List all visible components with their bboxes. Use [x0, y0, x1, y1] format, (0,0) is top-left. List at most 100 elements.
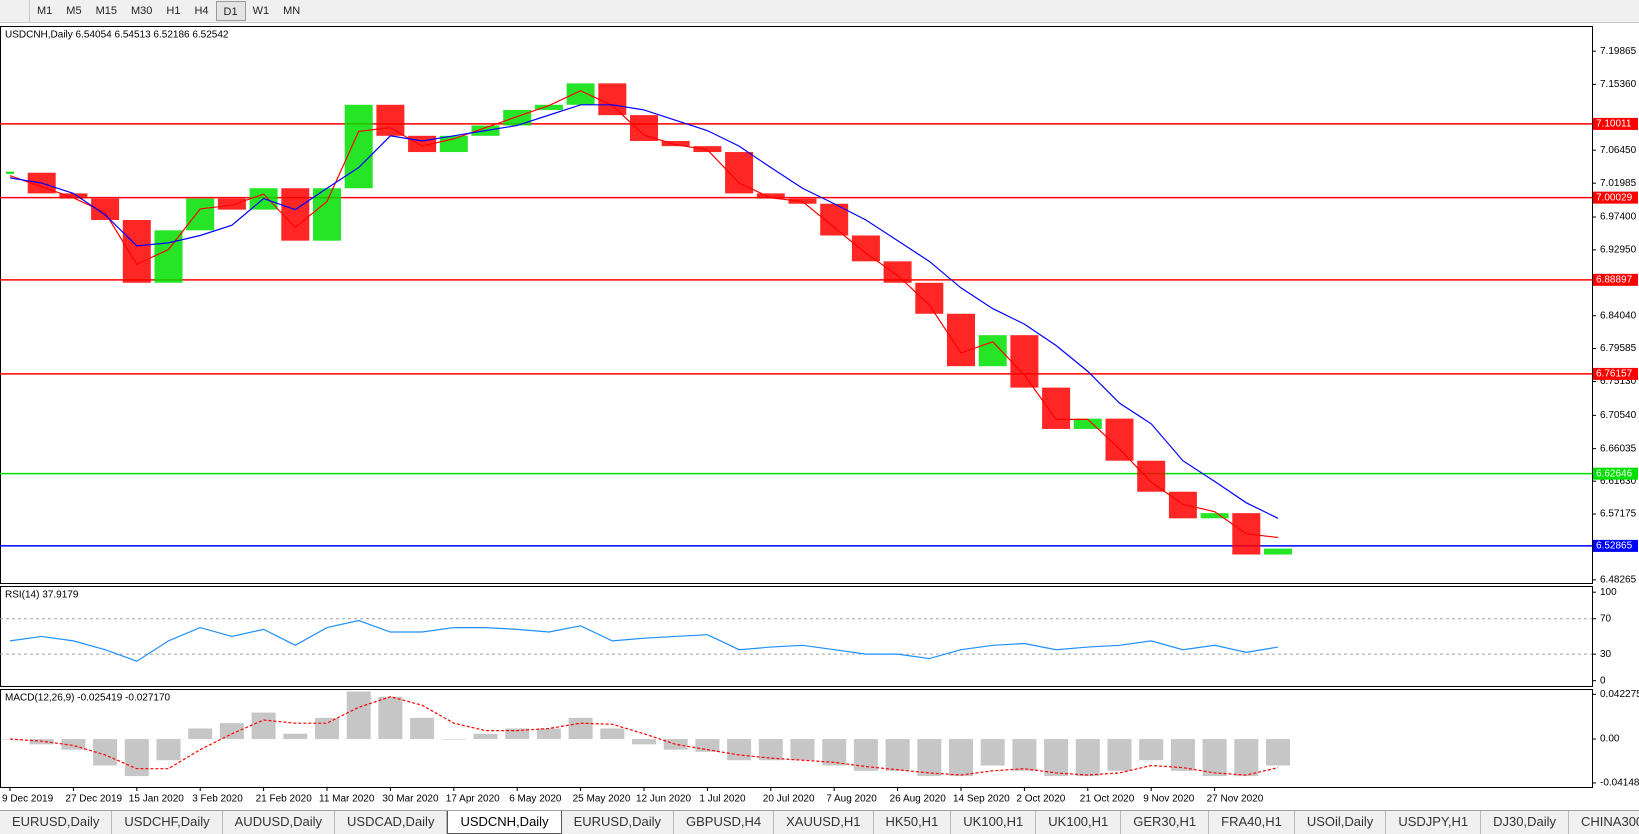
- macd-bar: [663, 739, 688, 750]
- price-level-label: 6.52865: [1596, 541, 1633, 552]
- y-tick-label: 0: [1600, 675, 1606, 686]
- chart-tab[interactable]: USOil,Daily: [1295, 811, 1387, 834]
- candle: [630, 115, 658, 141]
- candle: [1168, 491, 1197, 519]
- x-tick-label: 21 Feb 2020: [256, 794, 313, 805]
- y-tick-label: 6.66035: [1600, 443, 1637, 454]
- chart-tab[interactable]: XAUUSD,H1: [774, 811, 874, 834]
- x-tick-label: 6 May 2020: [509, 794, 562, 805]
- price-level-label: 6.88897: [1596, 274, 1633, 285]
- chart-tab[interactable]: HK50,H1: [874, 811, 952, 834]
- timeframe-button[interactable]: H1: [166, 5, 181, 17]
- rsi-line: [9, 619, 1279, 662]
- macd-bar: [219, 723, 244, 740]
- x-tick-label: 15 Jan 2020: [129, 794, 184, 805]
- macd-bar: [378, 696, 403, 740]
- timeframe-button[interactable]: MN: [283, 5, 301, 17]
- macd-bar: [156, 739, 181, 761]
- chart-tab[interactable]: AUDUSD,Daily: [223, 811, 336, 834]
- timeframe-button[interactable]: W1: [252, 5, 270, 17]
- macd-bar: [61, 739, 86, 750]
- x-tick-label: 21 Oct 2020: [1080, 794, 1135, 805]
- y-tick-label: 7.15360: [1600, 79, 1637, 90]
- timeframe-button[interactable]: M5: [66, 5, 82, 17]
- timeframe-button[interactable]: M30: [130, 5, 153, 17]
- price-level-box: [1593, 191, 1638, 204]
- price-level-label: 6.76157: [1596, 369, 1633, 380]
- panel-frame: [0, 26, 1593, 584]
- y-tick-label: 7.01985: [1600, 178, 1637, 189]
- candle: [59, 193, 88, 199]
- timeframe-button[interactable]: D1: [215, 1, 246, 21]
- chart-tab[interactable]: USDJPY,H1: [1386, 811, 1482, 834]
- candle: [534, 104, 563, 110]
- macd-bar: [885, 739, 910, 771]
- chart-tab[interactable]: UK100,H1: [951, 811, 1037, 834]
- x-tick-label: 2 Oct 2020: [1016, 794, 1065, 805]
- macd-bar: [1044, 739, 1069, 777]
- macd-bar: [1170, 739, 1195, 771]
- chart-tab[interactable]: USDCNH,Daily: [447, 811, 562, 834]
- candle: [693, 146, 722, 153]
- macd-bar: [758, 739, 783, 761]
- chart-tab[interactable]: GBPUSD,H4: [674, 811, 775, 834]
- indicator-title: RSI(14) 37.9179: [5, 590, 79, 601]
- x-tick-label: 27 Nov 2020: [1207, 794, 1264, 805]
- timeframe-button[interactable]: M15: [95, 5, 117, 17]
- chart-tab[interactable]: EURUSD,Daily: [562, 811, 674, 834]
- macd-bar: [949, 739, 973, 777]
- candle: [883, 261, 912, 283]
- candle: [217, 198, 246, 210]
- timeframe-button[interactable]: M1: [37, 5, 53, 17]
- chart-window: USDCNH,Daily 6.54054 6.54513 6.52186 6.5…: [0, 26, 1639, 805]
- chart-tab[interactable]: CHINA300,H1: [1569, 811, 1639, 834]
- price-level-box: [1593, 539, 1638, 552]
- y-tick-label: -0.04148: [1600, 778, 1639, 789]
- x-tick-label: 27 Dec 2019: [65, 794, 122, 805]
- macd-bar: [441, 739, 466, 740]
- timeframe-button[interactable]: H4: [194, 5, 209, 17]
- candle: [503, 109, 532, 126]
- chart-tab[interactable]: EURUSD,Daily: [0, 811, 113, 834]
- chart-tab[interactable]: DJ30,Daily: [1481, 811, 1570, 834]
- macd-bar: [251, 712, 276, 740]
- chart-tab[interactable]: UK100,H1: [1036, 811, 1122, 834]
- x-tick-label: 9 Nov 2020: [1143, 794, 1195, 805]
- chart-tab[interactable]: GER30,H1: [1121, 811, 1210, 834]
- macd-bar: [1075, 739, 1100, 777]
- macd-bar: [632, 739, 656, 745]
- candle: [851, 235, 880, 262]
- y-tick-label: 70: [1600, 613, 1612, 624]
- y-tick-label: 6.92950: [1600, 245, 1637, 256]
- candle: [756, 193, 785, 199]
- x-tick-label: 14 Sep 2020: [953, 794, 1010, 805]
- price-level-label: 6.62646: [1596, 468, 1633, 479]
- candle: [1073, 418, 1102, 429]
- macd-bar: [1012, 739, 1037, 771]
- y-tick-label: 0.00: [1600, 734, 1620, 745]
- x-tick-label: 30 Mar 2020: [382, 794, 439, 805]
- candle: [344, 104, 373, 189]
- chart-tab[interactable]: FRA40,H1: [1209, 811, 1295, 834]
- macd-bar: [410, 717, 435, 740]
- macd-bar: [315, 717, 339, 740]
- chart-tab[interactable]: USDCHF,Daily: [112, 811, 223, 834]
- x-tick-label: 12 Jun 2020: [636, 794, 691, 805]
- y-tick-label: 100: [1600, 587, 1617, 598]
- moving-average: [9, 104, 1279, 519]
- y-tick-label: 6.75130: [1600, 376, 1637, 387]
- price-level-box: [1593, 367, 1638, 380]
- macd-bar: [822, 739, 847, 766]
- chart-tab[interactable]: USDCAD,Daily: [335, 811, 448, 834]
- candle: [598, 83, 627, 116]
- candle: [1200, 513, 1229, 519]
- y-tick-label: 7.06450: [1600, 145, 1637, 156]
- x-tick-label: 11 Mar 2020: [319, 794, 375, 805]
- macd-bar: [917, 739, 942, 777]
- x-tick-label: 3 Feb 2020: [192, 794, 243, 805]
- y-tick-label: 6.79585: [1600, 343, 1637, 354]
- candle: [313, 188, 341, 241]
- candle: [1042, 387, 1071, 429]
- panel-frame: [0, 586, 1593, 687]
